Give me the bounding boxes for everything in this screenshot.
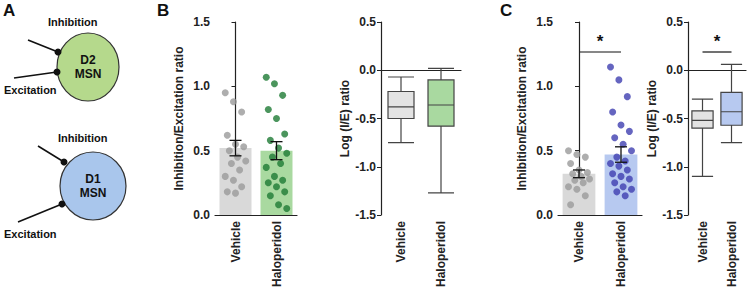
svg-text:-1.5: -1.5 <box>662 208 683 222</box>
svg-text:Vehicle: Vehicle <box>394 221 408 263</box>
svg-text:Haloperidol: Haloperidol <box>614 221 628 287</box>
svg-text:1.0: 1.0 <box>193 79 210 93</box>
svg-text:Haloperidol: Haloperidol <box>270 221 284 287</box>
svg-text:Inhibition/Excitation ratio: Inhibition/Excitation ratio <box>172 47 186 191</box>
svg-text:Inhibition: Inhibition <box>48 16 98 28</box>
svg-text:Inhibition: Inhibition <box>58 132 108 144</box>
svg-text:0.5: 0.5 <box>193 144 210 158</box>
svg-text:MSN: MSN <box>75 67 102 81</box>
svg-text:Vehicle: Vehicle <box>696 221 710 263</box>
svg-text:Inhibition/Excitation ratio: Inhibition/Excitation ratio <box>515 47 529 191</box>
svg-text:Log (I/E) ratio: Log (I/E) ratio <box>338 80 352 157</box>
svg-text:D2: D2 <box>80 53 96 67</box>
svg-text:*: * <box>714 32 721 51</box>
svg-text:-0.5: -0.5 <box>662 112 683 126</box>
svg-text:-0.5: -0.5 <box>355 112 376 126</box>
svg-text:Vehicle: Vehicle <box>229 221 243 263</box>
svg-text:0.5: 0.5 <box>666 15 683 29</box>
svg-text:C: C <box>500 1 512 20</box>
svg-text:B: B <box>157 1 169 20</box>
svg-text:Haloperidol: Haloperidol <box>725 221 739 287</box>
svg-text:*: * <box>597 32 604 51</box>
svg-text:Excitation: Excitation <box>4 84 57 96</box>
svg-text:Log (I/E) ratio: Log (I/E) ratio <box>645 80 659 157</box>
svg-text:Excitation: Excitation <box>4 228 57 240</box>
svg-text:Vehicle: Vehicle <box>572 221 586 263</box>
svg-text:1.5: 1.5 <box>536 15 553 29</box>
svg-text:MSN: MSN <box>80 186 107 200</box>
svg-text:0.0: 0.0 <box>536 208 553 222</box>
svg-text:A: A <box>3 1 15 20</box>
svg-text:-1.0: -1.0 <box>355 160 376 174</box>
svg-text:0.0: 0.0 <box>359 63 376 77</box>
svg-text:1.5: 1.5 <box>193 15 210 29</box>
svg-text:-1.5: -1.5 <box>355 208 376 222</box>
svg-text:0.0: 0.0 <box>666 63 683 77</box>
svg-text:0.5: 0.5 <box>536 144 553 158</box>
svg-text:1.0: 1.0 <box>536 79 553 93</box>
svg-text:-1.0: -1.0 <box>662 160 683 174</box>
svg-text:D1: D1 <box>85 172 101 186</box>
svg-text:Haloperidol: Haloperidol <box>434 221 448 287</box>
svg-text:0.5: 0.5 <box>359 15 376 29</box>
svg-text:0.0: 0.0 <box>193 208 210 222</box>
